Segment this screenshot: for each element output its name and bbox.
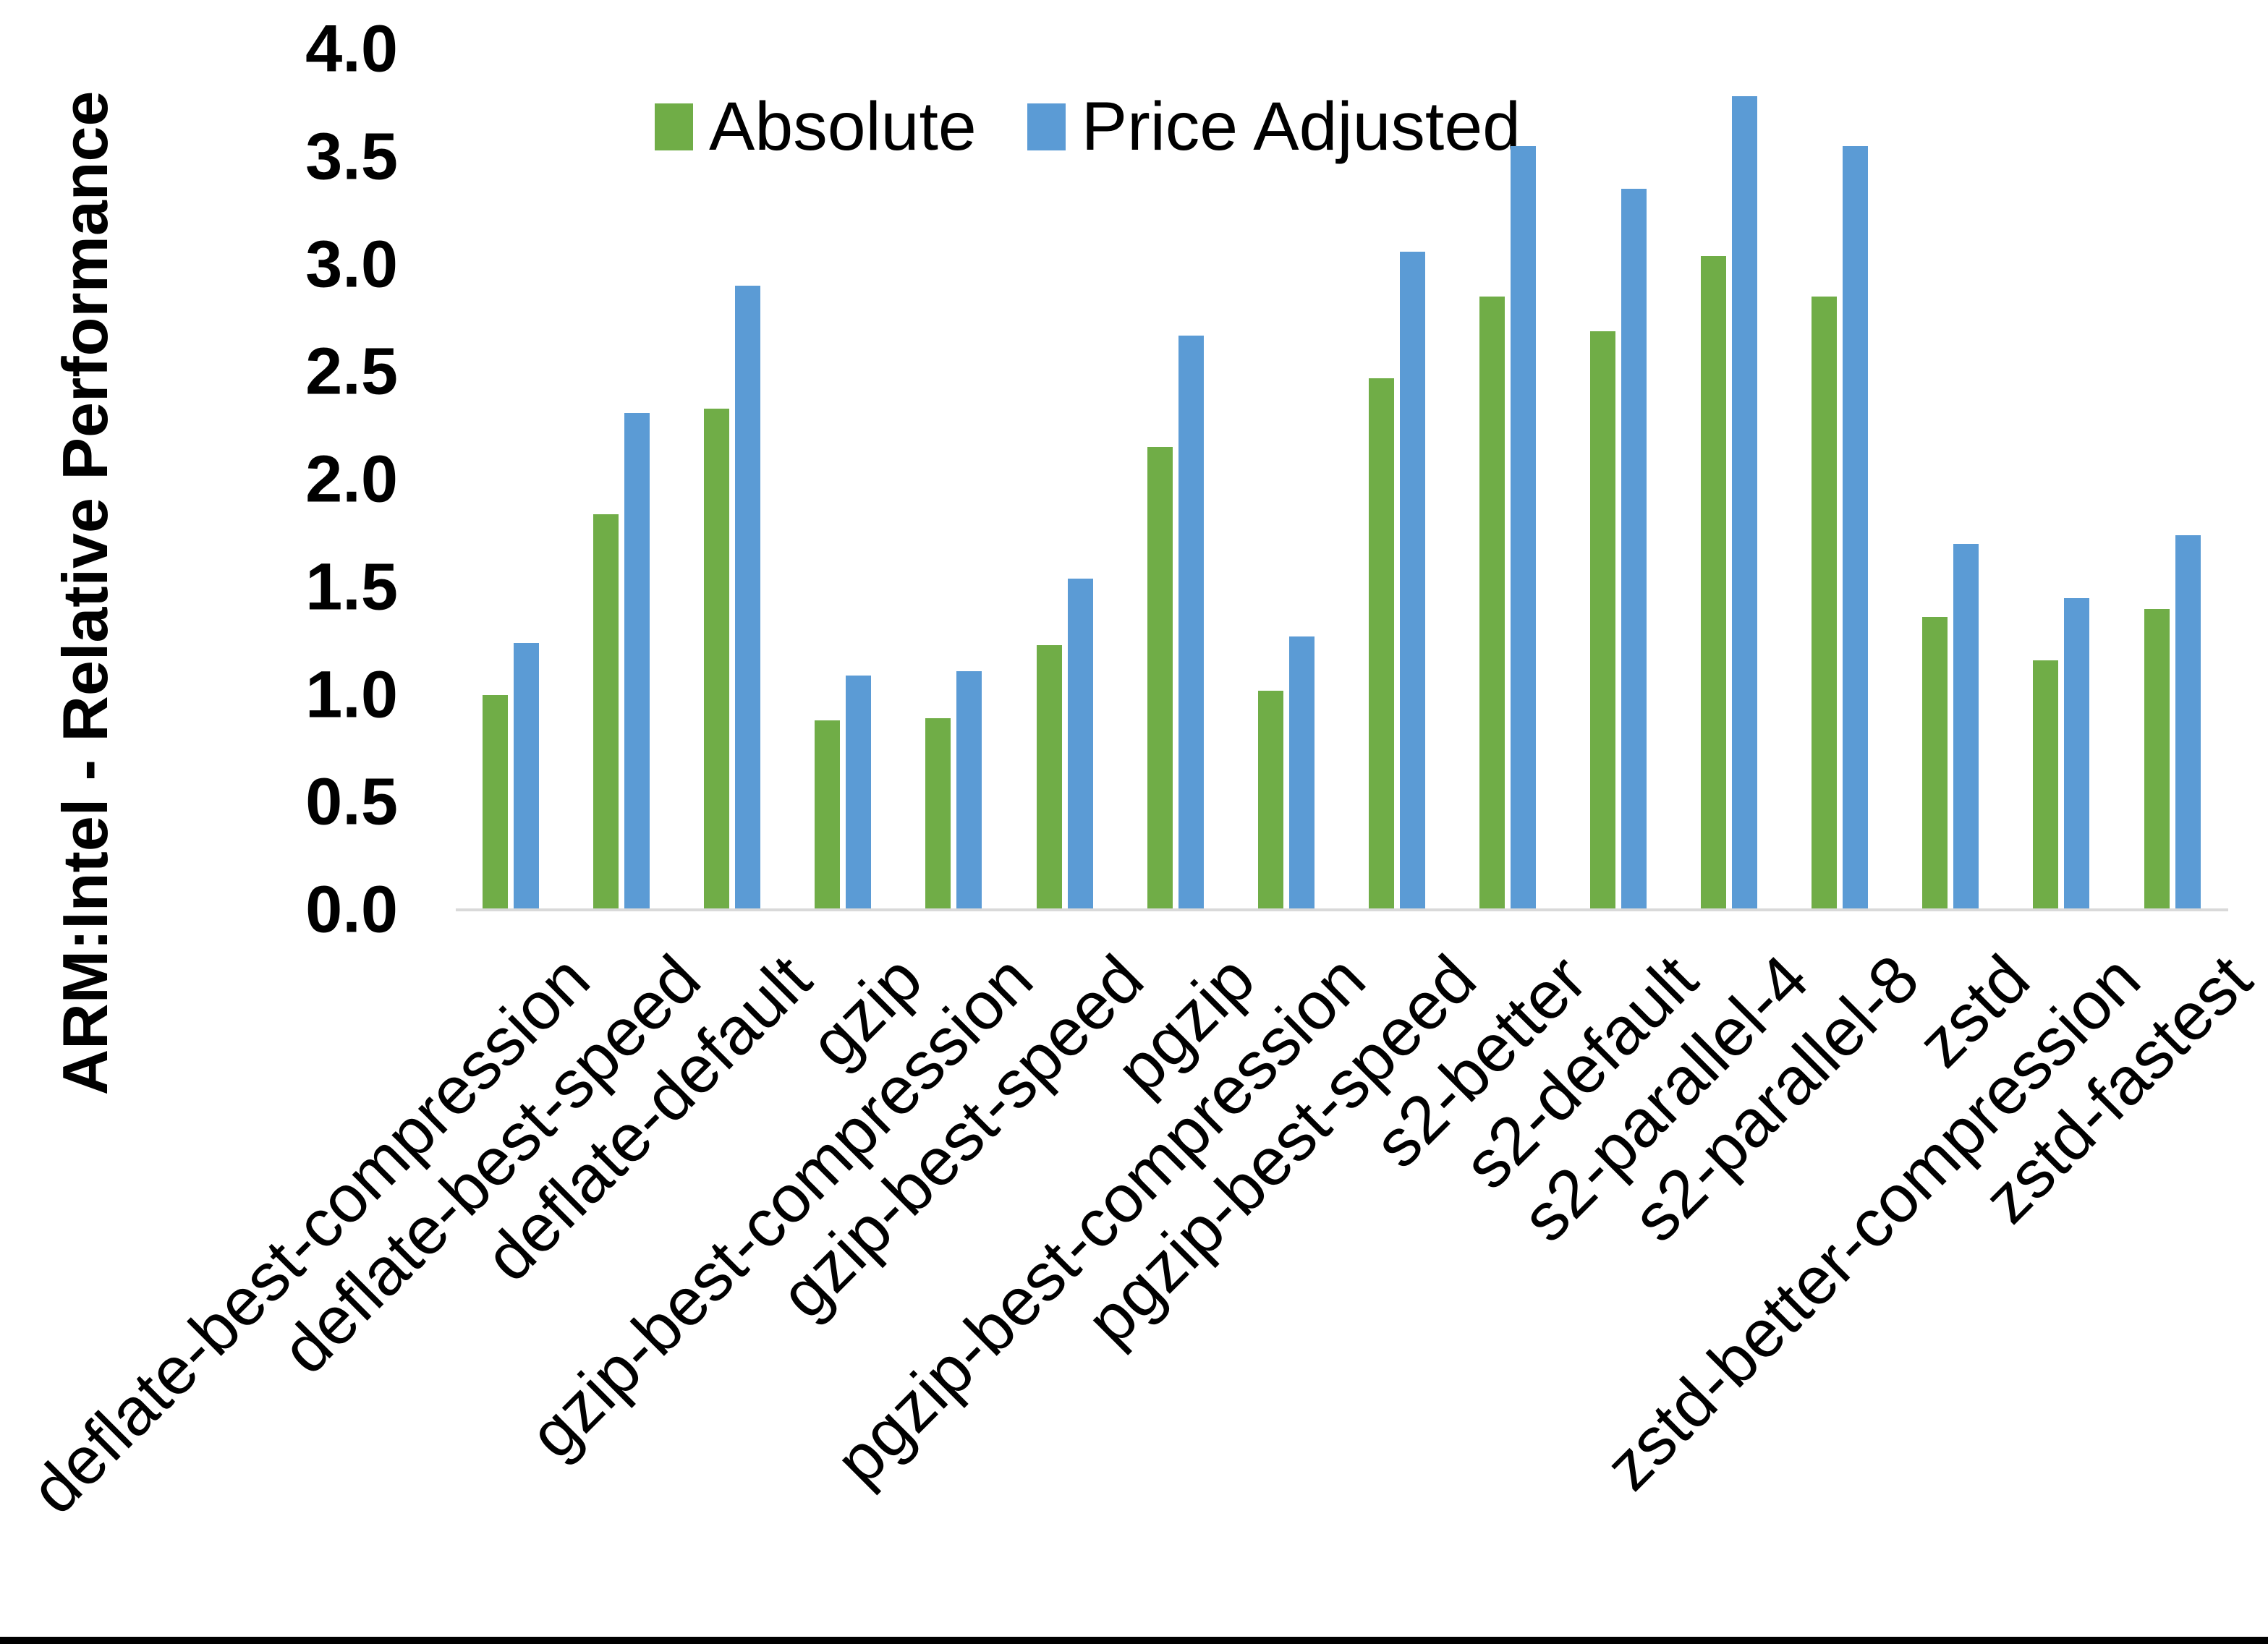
legend-item-price-adjusted: Price Adjusted — [1027, 93, 1521, 161]
legend-swatch-price-adjusted — [1027, 103, 1066, 150]
bar-price-adjusted-deflate-best-speed — [624, 412, 650, 910]
y-tick-label: 1.0 — [305, 657, 398, 731]
y-tick-label: 1.5 — [305, 550, 398, 624]
legend: Absolute Price Adjusted — [655, 93, 1521, 161]
bar-price-adjusted-pgzip-best-speed — [1399, 251, 1425, 910]
bar-price-adjusted-zstd-fastest — [2175, 535, 2201, 910]
bar-absolute-deflate-best-compression — [483, 694, 508, 910]
bar-price-adjusted-deflate-default — [735, 286, 761, 910]
y-tick-label: 3.5 — [305, 119, 398, 194]
bar-price-adjusted-gzip-best-speed — [1067, 578, 1093, 910]
bar-price-adjusted-s2-better — [1510, 145, 1536, 910]
bar-absolute-s2-parallel-4 — [1701, 255, 1727, 910]
y-tick-label: 0.5 — [305, 764, 398, 839]
bar-price-adjusted-deflate-best-compression — [514, 643, 539, 910]
bar-absolute-gzip-best-compression — [925, 718, 951, 910]
bar-price-adjusted-pgzip-best-compression — [1288, 636, 1314, 910]
x-axis-line — [456, 908, 2228, 911]
bar-absolute-gzip — [815, 720, 841, 910]
bar-absolute-deflate-best-speed — [593, 514, 619, 910]
legend-label: Absolute — [709, 88, 977, 165]
bar-absolute-s2-default — [1590, 331, 1615, 910]
bar-absolute-s2-parallel-8 — [1812, 297, 1838, 910]
bar-absolute-zstd-fastest — [2144, 608, 2170, 910]
y-tick-label: 0.0 — [305, 872, 398, 947]
bar-price-adjusted-s2-parallel-4 — [1732, 96, 1758, 910]
bar-absolute-deflate-default — [704, 408, 730, 910]
bar-absolute-gzip-best-speed — [1036, 645, 1062, 910]
y-tick-label: 3.0 — [305, 227, 398, 301]
y-tick-label: 4.0 — [305, 12, 398, 86]
bar-price-adjusted-s2-parallel-8 — [1843, 145, 1869, 910]
legend-item-absolute: Absolute — [655, 93, 977, 161]
bar-price-adjusted-gzip — [846, 675, 872, 910]
bar-absolute-pgzip-best-compression — [1257, 690, 1283, 910]
bar-price-adjusted-zstd — [1953, 544, 1979, 910]
y-tick-label: 2.0 — [305, 442, 398, 516]
legend-label: Price Adjusted — [1081, 88, 1521, 165]
bar-price-adjusted-zstd-better-compression — [2064, 597, 2090, 910]
bar-absolute-s2-better — [1479, 297, 1505, 910]
y-axis-title: ARM:Intel - Relative Performance — [49, 90, 121, 1096]
bar-absolute-zstd — [1922, 617, 1948, 910]
bar-absolute-pgzip-best-speed — [1368, 378, 1394, 910]
bar-absolute-zstd-better-compression — [2033, 660, 2059, 910]
y-tick-label: 2.5 — [305, 334, 398, 409]
legend-swatch-absolute — [655, 103, 693, 150]
bar-price-adjusted-s2-default — [1621, 189, 1647, 910]
bar-price-adjusted-gzip-best-compression — [956, 670, 982, 910]
bottom-border — [0, 1637, 2268, 1644]
bar-price-adjusted-pgzip — [1178, 335, 1204, 910]
bar-absolute-pgzip — [1147, 447, 1173, 910]
